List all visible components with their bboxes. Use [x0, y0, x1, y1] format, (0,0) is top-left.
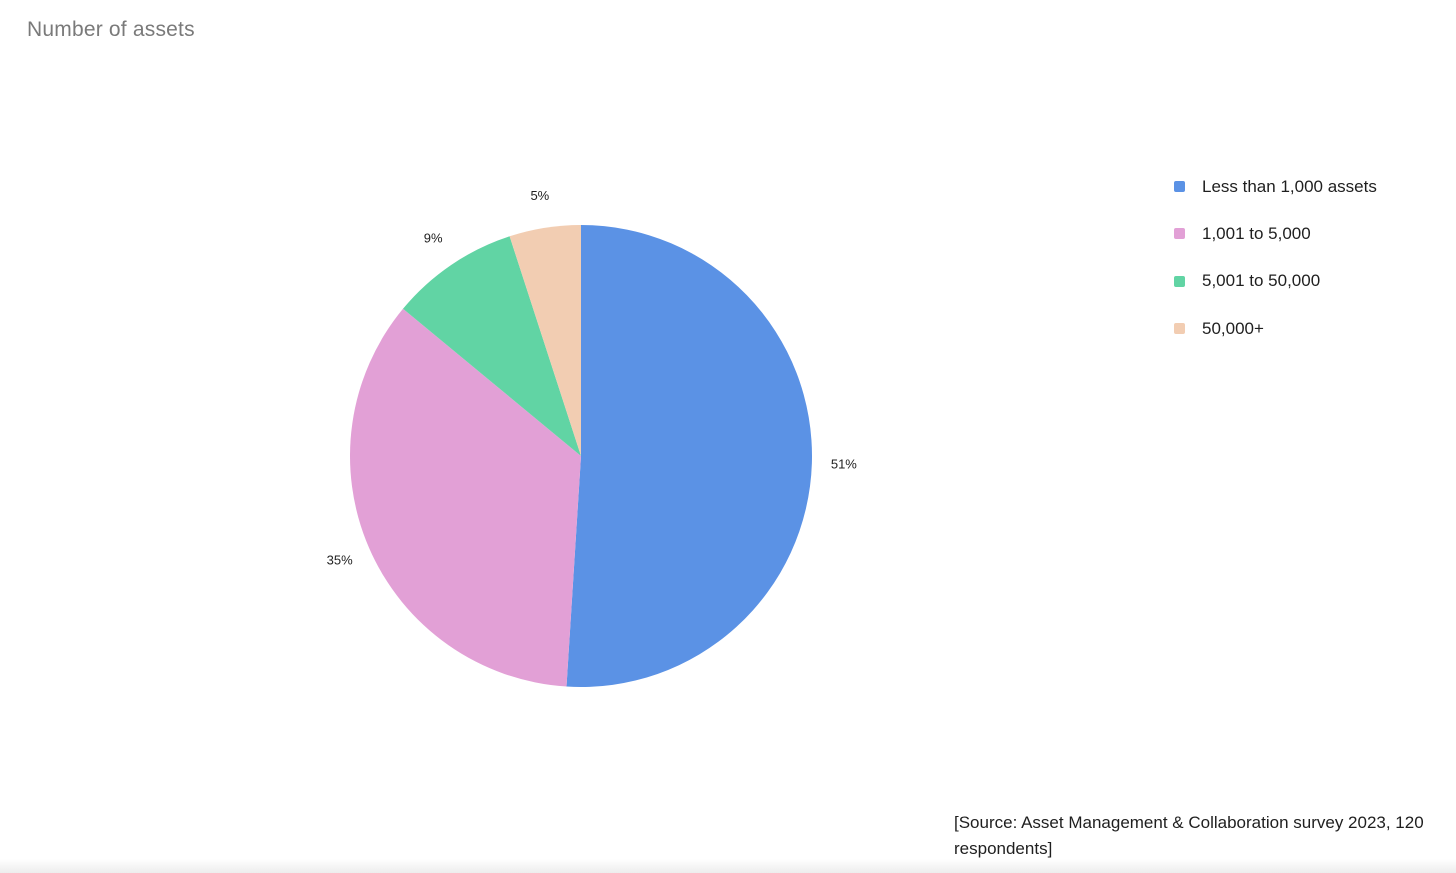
legend-item-less-than-1-000-assets: Less than 1,000 assets: [1174, 163, 1377, 210]
legend-item-5-001-to-50-000: 5,001 to 50,000: [1174, 258, 1377, 305]
chart-title: Number of assets: [27, 18, 195, 41]
legend-label: 50,000+: [1202, 318, 1264, 338]
legend-label: Less than 1,000 assets: [1202, 176, 1377, 196]
slice-label-5-001-to-50-000: 9%: [424, 230, 443, 245]
source-note: [Source: Asset Management & Collaboratio…: [954, 813, 1424, 858]
legend-item-50-000: 50,000+: [1174, 305, 1377, 352]
legend-swatch: [1174, 181, 1185, 193]
pie-slice-50-000: [509, 225, 581, 456]
pie-slice-1-001-to-5-000: [349, 308, 581, 687]
legend-label: 5,001 to 50,000: [1202, 271, 1321, 291]
slice-label-1-001-to-5-000: 35%: [327, 552, 353, 567]
legend-label: 1,001 to 5,000: [1202, 223, 1311, 243]
slice-label-less-than-1-000-assets: 51%: [831, 456, 857, 471]
bottom-shade: [0, 859, 1456, 873]
legend-item-1-001-to-5-000: 1,001 to 5,000: [1174, 210, 1377, 257]
pie-slice-5-001-to-50-000: [403, 236, 581, 456]
legend-swatch: [1174, 275, 1185, 287]
legend-swatch: [1174, 323, 1185, 335]
legend-swatch: [1174, 228, 1185, 240]
slice-label-50-000: 5%: [530, 188, 549, 203]
pie-slice-less-than-1-000-assets: [566, 225, 812, 687]
legend: Less than 1,000 assets 1,001 to 5,000 5,00…: [1174, 163, 1377, 352]
